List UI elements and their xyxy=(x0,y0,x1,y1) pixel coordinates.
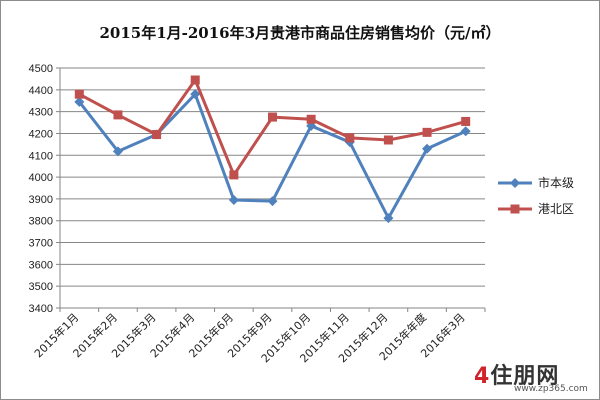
y-tick-label: 4300 xyxy=(29,107,53,119)
y-tick-label: 3500 xyxy=(29,281,53,293)
y-tick-label: 3900 xyxy=(29,194,53,206)
data-point xyxy=(190,75,200,85)
y-tick-label: 3700 xyxy=(29,238,53,250)
y-tick-label: 4500 xyxy=(29,63,53,75)
y-tick-label: 4100 xyxy=(29,150,53,162)
data-point xyxy=(422,143,433,154)
legend-marker xyxy=(510,178,520,188)
x-axis-ticks: 2015年1月2015年2月2015年3月2015年4月2015年6月2015年… xyxy=(31,308,486,365)
data-point xyxy=(460,126,471,137)
data-point xyxy=(383,135,393,145)
y-tick-label: 4400 xyxy=(29,85,53,97)
watermark-text: 住朋网 xyxy=(490,364,560,389)
data-point xyxy=(190,89,201,100)
y-tick-label: 4000 xyxy=(29,172,53,184)
watermark-url: www.zp365.com xyxy=(514,384,588,394)
series-line-1 xyxy=(78,78,467,177)
data-point xyxy=(345,133,355,143)
y-axis-ticks: 3400 3500 3600 3700 3800 3900 4000 4100 4200 4300… xyxy=(29,63,60,315)
data-point xyxy=(383,213,394,224)
legend-marker xyxy=(510,204,520,214)
data-point xyxy=(113,110,123,120)
legend-label: 港北区 xyxy=(538,202,574,216)
watermark-logo: 4住朋网 www.zp365.com xyxy=(474,358,588,396)
data-point xyxy=(267,196,278,207)
chart-title: 2015年1月-2016年3月贵港市商品住房销售均价（元/㎡） xyxy=(99,24,501,42)
y-tick-label: 3400 xyxy=(29,303,53,315)
data-point xyxy=(229,170,239,180)
data-point xyxy=(112,146,123,157)
data-point xyxy=(74,96,85,107)
y-tick-label: 3800 xyxy=(29,216,53,228)
gridlines xyxy=(59,67,485,309)
data-point xyxy=(152,130,162,140)
data-series xyxy=(74,75,471,224)
legend-label: 市本级 xyxy=(538,175,574,190)
y-tick-label: 4200 xyxy=(29,128,53,140)
watermark-mark: 4 xyxy=(474,364,491,389)
data-point xyxy=(422,127,432,137)
data-point xyxy=(461,116,471,126)
data-point xyxy=(74,89,84,99)
y-tick-label: 3600 xyxy=(29,259,53,271)
data-point xyxy=(268,112,277,122)
data-point xyxy=(228,195,239,205)
data-point xyxy=(306,114,316,124)
